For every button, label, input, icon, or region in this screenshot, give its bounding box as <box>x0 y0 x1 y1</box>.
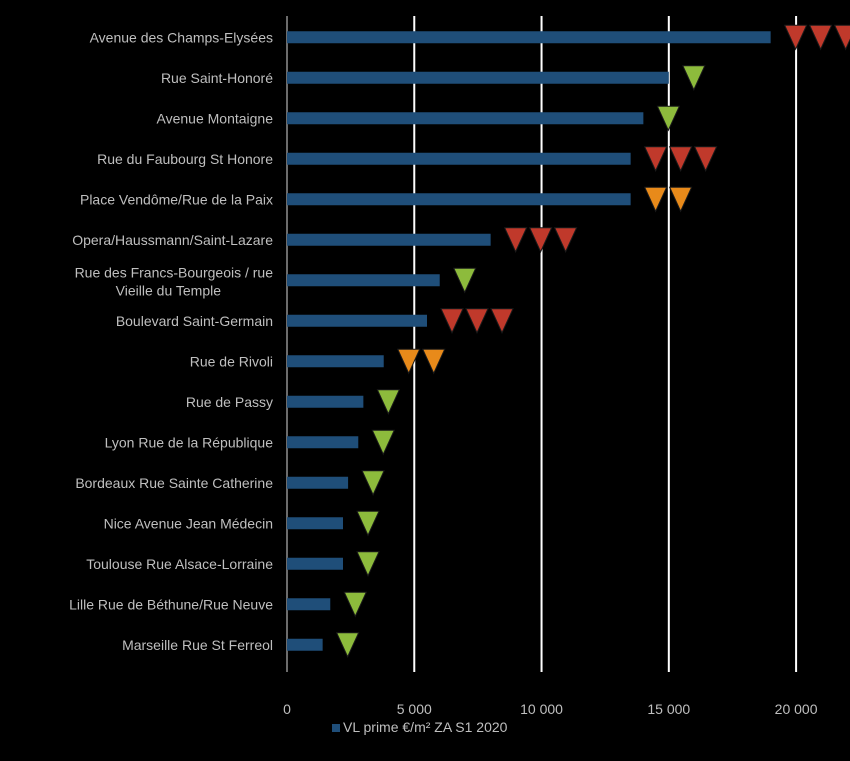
trend-marker-triangle <box>643 186 668 213</box>
bar <box>287 476 349 489</box>
trend-marker-triangle <box>421 348 446 375</box>
category-label: Lyon Rue de la République <box>105 434 274 450</box>
trend-marker-triangle <box>503 227 528 253</box>
trend-marker-triangle <box>371 429 396 456</box>
legend-swatch <box>332 724 340 732</box>
bar <box>287 193 631 206</box>
category-label: Boulevard Saint-Germain <box>116 313 273 329</box>
trend-marker-triangle <box>808 24 833 51</box>
bar <box>287 517 343 530</box>
category-label: Avenue Montaigne <box>157 110 274 126</box>
x-tick-label: 15 000 <box>647 701 690 717</box>
trend-marker-triangle <box>668 146 693 172</box>
x-tick-label: 20 000 <box>775 701 818 717</box>
trend-marker-triangle <box>440 308 464 334</box>
category-label: Vieille du Temple <box>116 282 222 298</box>
category-label: Place Vendôme/Rue de la Paix <box>80 191 273 207</box>
bar <box>287 71 669 84</box>
trend-marker-triangle <box>465 308 489 334</box>
bar <box>287 557 343 570</box>
trend-marker-triangle <box>693 146 718 172</box>
category-label: Avenue des Champs-Elysées <box>90 29 273 45</box>
category-label: Toulouse Rue Alsace-Lorraine <box>86 556 273 572</box>
trend-marker-triangle <box>396 348 421 375</box>
category-label: Bordeaux Rue Sainte Catherine <box>75 475 273 491</box>
bar <box>287 152 631 165</box>
x-tick-label: 5 000 <box>397 701 432 717</box>
trend-marker-triangle <box>356 551 380 577</box>
trend-marker-triangle <box>643 146 668 172</box>
bar <box>287 112 644 125</box>
category-label: Rue de Passy <box>186 394 273 410</box>
bar <box>287 638 323 651</box>
trend-marker-triangle <box>343 591 368 618</box>
category-label: Rue de Rivoli <box>190 353 273 369</box>
legend-label: VL prime €/m² ZA S1 2020 <box>343 719 508 735</box>
category-label: Lille Rue de Béthune/Rue Neuve <box>69 596 273 612</box>
trend-marker-triangle <box>783 24 808 51</box>
trend-marker-triangle <box>656 105 681 132</box>
category-label: Opera/Haussmann/Saint-Lazare <box>72 232 273 248</box>
trend-marker-triangle <box>361 470 385 496</box>
x-tick-label: 10 000 <box>520 701 563 717</box>
trend-marker-triangle <box>528 227 553 253</box>
bar <box>287 233 491 246</box>
trend-marker-triangle <box>376 389 401 415</box>
bar <box>287 314 427 327</box>
x-tick-label: 0 <box>283 701 291 717</box>
category-label: Marseille Rue St Ferreol <box>122 637 273 653</box>
trend-marker-triangle <box>833 24 850 51</box>
bar <box>287 31 771 44</box>
bar <box>287 355 384 368</box>
trend-marker-triangle <box>553 227 578 253</box>
trend-marker-triangle <box>490 308 514 334</box>
bar <box>287 395 364 408</box>
trend-marker-triangle <box>682 65 706 91</box>
category-label: Nice Avenue Jean Médecin <box>104 515 273 531</box>
bar <box>287 436 359 449</box>
trend-marker-triangle <box>668 186 693 213</box>
category-label: Rue des Francs-Bourgeois / rue <box>75 264 274 280</box>
bar <box>287 274 440 287</box>
category-label: Rue Saint-Honoré <box>161 70 273 86</box>
category-label: Rue du Faubourg St Honore <box>97 151 273 167</box>
trend-marker-triangle <box>356 510 380 537</box>
bar <box>287 598 331 611</box>
trend-marker-triangle <box>335 632 360 658</box>
trend-marker-triangle <box>452 267 477 294</box>
